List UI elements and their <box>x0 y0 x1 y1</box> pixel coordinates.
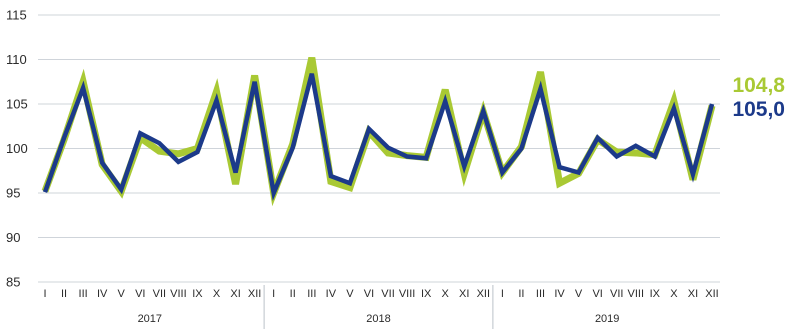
x-tick-label: I <box>43 288 46 300</box>
y-tick-label: 100 <box>6 141 28 156</box>
year-label: 2018 <box>366 313 390 325</box>
x-tick-label: X <box>442 288 450 300</box>
x-tick-label: VIII <box>399 288 416 300</box>
x-tick-label: VI <box>592 288 602 300</box>
y-tick-label: 95 <box>6 186 20 201</box>
x-tick-label: XII <box>477 288 490 300</box>
y-tick-label: 90 <box>6 230 20 245</box>
x-tick-label: XII <box>248 288 261 300</box>
x-tick-label: VII <box>381 288 394 300</box>
x-tick-label: IX <box>192 288 203 300</box>
x-tick-label: II <box>518 288 524 300</box>
x-tick-label: II <box>290 288 296 300</box>
year-label: 2017 <box>138 313 162 325</box>
x-tick-label: IV <box>554 288 565 300</box>
x-tick-label: III <box>79 288 88 300</box>
x-axis-ticks: I II III IV V VI VII VIII IX X XI XII I II III IV V VI VII… <box>43 285 719 329</box>
x-tick-label: IV <box>97 288 108 300</box>
x-tick-label: X <box>670 288 678 300</box>
x-tick-label: VII <box>610 288 623 300</box>
x-tick-label: V <box>575 288 583 300</box>
x-tick-label: XII <box>705 288 718 300</box>
y-tick-label: 110 <box>6 52 27 67</box>
x-tick-label: IX <box>650 288 661 300</box>
year-label: 2019 <box>595 313 619 325</box>
series-lines <box>41 56 716 207</box>
x-tick-label: I <box>272 288 275 300</box>
x-tick-label: V <box>118 288 126 300</box>
x-tick-label: IX <box>421 288 432 300</box>
x-tick-label: V <box>346 288 354 300</box>
series-line-2 <box>42 73 715 201</box>
y-axis-ticks: 85 90 95 100 105 110 115 <box>6 8 28 290</box>
x-tick-label: I <box>501 288 504 300</box>
series-line-1 <box>41 56 716 207</box>
x-tick-label: VI <box>135 288 145 300</box>
x-tick-label: IV <box>326 288 337 300</box>
x-tick-label: VIII <box>628 288 645 300</box>
x-tick-label: VIII <box>170 288 187 300</box>
x-tick-label: XI <box>688 288 698 300</box>
y-tick-label: 105 <box>6 97 28 112</box>
x-tick-label: XI <box>459 288 469 300</box>
gridlines <box>38 14 720 283</box>
x-tick-label: II <box>61 288 67 300</box>
x-tick-label: VII <box>153 288 166 300</box>
x-tick-label: VI <box>364 288 374 300</box>
x-tick-label: XI <box>230 288 240 300</box>
y-tick-label: 115 <box>6 8 27 23</box>
x-tick-label: III <box>307 288 316 300</box>
y-tick-label: 85 <box>6 275 20 290</box>
series-end-label-1: 104,8 <box>732 74 785 97</box>
series-end-label-2: 105,0 <box>732 98 785 121</box>
x-tick-label: III <box>536 288 545 300</box>
x-tick-label: X <box>213 288 221 300</box>
